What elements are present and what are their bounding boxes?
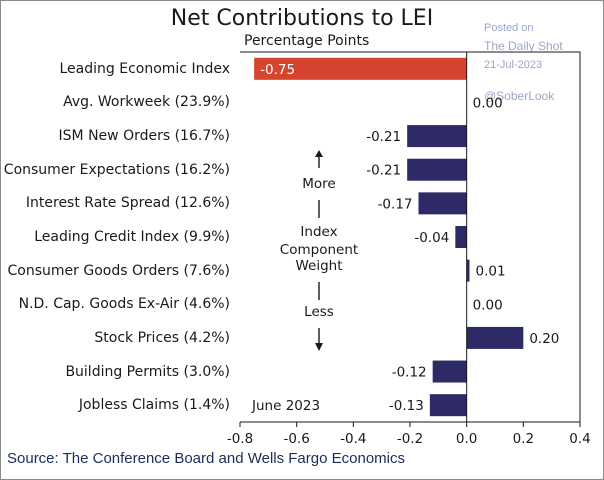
category-label-4: Interest Rate Spread (12.6%)	[25, 195, 230, 212]
x-tick-label-6: 0.4	[569, 431, 590, 447]
watermark-posted: Posted on	[484, 22, 534, 34]
chart-title: Net Contributions to LEI	[170, 6, 434, 31]
arrow-down-icon	[315, 343, 323, 351]
date-note: June 2023	[252, 398, 321, 414]
bar-5	[455, 226, 467, 248]
x-tick-label-0: -0.8	[227, 431, 253, 447]
annotation-weight: Weight	[295, 258, 343, 274]
category-label-8: Stock Prices (4.2%)	[94, 329, 230, 346]
annotation-component: Component	[279, 242, 359, 258]
x-tick-label-4: 0.0	[456, 431, 477, 447]
category-label-2: ISM New Orders (16.7%)	[58, 128, 230, 145]
value-label-5: -0.04	[414, 230, 449, 246]
category-label-5: Leading Credit Index (9.9%)	[34, 229, 230, 245]
x-tick-label-1: -0.6	[283, 431, 309, 447]
bar-4	[418, 192, 467, 215]
watermark-site: The Daily Shot	[484, 39, 563, 53]
x-tick-label-5: 0.2	[513, 431, 534, 447]
bar-0	[254, 57, 467, 80]
value-label-0: -0.75	[260, 62, 295, 78]
x-tick-label-3: -0.2	[397, 431, 423, 447]
value-label-9: -0.12	[392, 365, 427, 381]
watermark-date: 21-Jul-2023	[484, 59, 543, 71]
bar-2	[407, 125, 467, 148]
bar-9	[432, 360, 467, 383]
value-label-7: 0.00	[473, 297, 503, 313]
category-label-1: Avg. Workweek (23.9%)	[63, 94, 230, 111]
chart-subtitle: Percentage Points	[244, 33, 370, 49]
annotation-more: More	[302, 176, 336, 192]
source-note: Source: The Conference Board and Wells F…	[7, 450, 405, 467]
value-label-1: 0.00	[473, 95, 503, 111]
value-label-3: -0.21	[366, 163, 401, 179]
value-label-4: -0.17	[378, 196, 413, 212]
value-label-10: -0.13	[389, 398, 424, 414]
bar-6	[466, 259, 470, 282]
value-label-6: 0.01	[476, 264, 506, 280]
arrow-up-icon	[315, 150, 323, 157]
annotation-index: Index	[300, 224, 338, 240]
category-label-0: Leading Economic Index	[59, 60, 231, 77]
watermark-handle: @SoberLook	[484, 89, 555, 103]
category-label-9: Building Permits (3.0%)	[65, 363, 230, 380]
bar-3	[407, 158, 467, 181]
bar-8	[466, 326, 524, 349]
value-label-2: -0.21	[366, 129, 401, 145]
category-label-6: Consumer Goods Orders (7.6%)	[7, 262, 230, 279]
category-label-7: N.D. Cap. Goods Ex-Air (4.6%)	[18, 296, 230, 313]
category-label-10: Jobless Claims (1.4%)	[78, 397, 230, 414]
value-label-8: 0.20	[529, 331, 559, 347]
category-label-3: Consumer Expectations (16.2%)	[3, 161, 230, 178]
annotation-less: Less	[304, 304, 334, 320]
bar-10	[429, 394, 467, 417]
x-tick-label-2: -0.4	[340, 431, 366, 447]
